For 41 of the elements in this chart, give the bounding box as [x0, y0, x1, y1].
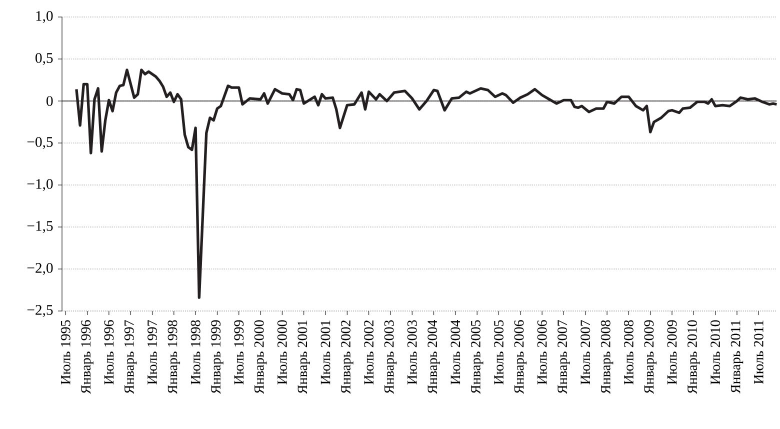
y-tick-label: −0,5 [27, 137, 53, 150]
y-tick-label: −2,0 [27, 263, 53, 276]
x-tick-label: Июль 2004 [450, 320, 460, 384]
x-tick-label: Январь 2006 [514, 320, 527, 394]
x-tick-label: Январь 1996 [81, 320, 94, 394]
y-tick-label: −1,0 [27, 179, 53, 192]
x-tick-label: Июль 2011 [754, 320, 764, 384]
x-tick-label: Июль 2002 [364, 320, 374, 384]
y-tick-label: 0,5 [36, 53, 53, 66]
x-tick-label: Январь 1999 [211, 320, 224, 394]
x-tick-label: Январь 2000 [254, 320, 267, 394]
y-tick-label: 1,0 [36, 11, 53, 24]
x-tick-label: Январь 2001 [298, 320, 310, 394]
x-tick-label: Январь 2005 [470, 320, 484, 394]
x-tick-label: Июль 1999 [234, 320, 244, 384]
x-tick-label: Январь 2002 [341, 320, 354, 394]
x-tick-label: Январь 2003 [384, 320, 397, 394]
x-tick-label: Июль 2000 [277, 320, 287, 384]
y-tick-label: −2,5 [27, 305, 53, 317]
x-tick-label: Июль 1996 [104, 320, 114, 384]
x-tick-label: Июль 1998 [190, 320, 200, 384]
x-tick-label: Июль 2003 [407, 320, 417, 384]
x-tick-label: Январь 2007 [558, 320, 570, 394]
x-tick-label: Июль 2001 [320, 320, 330, 384]
x-tick-label: Январь 2004 [428, 320, 440, 394]
y-tick-label: 0 [46, 96, 53, 106]
x-tick-label: Июль 2006 [537, 320, 547, 384]
x-tick-label: Июль 2010 [710, 320, 720, 384]
x-tick-label: Январь 2008 [600, 320, 614, 394]
x-tick-label: Июль 2007 [580, 320, 590, 384]
x-tick-label: Январь 2011 [730, 320, 744, 394]
x-tick-label: Январь 2009 [644, 320, 656, 394]
x-tick-label: Январь 1997 [124, 320, 137, 394]
x-tick-label: Июль 1995 [60, 320, 70, 384]
x-tick-label: Июль 2008 [624, 320, 634, 384]
x-tick-label: Январь 1998 [168, 320, 180, 394]
y-tick-label: −1,5 [27, 221, 53, 233]
x-tick-label: Июль 1997 [148, 320, 157, 384]
x-tick-label: Июль 2009 [667, 320, 677, 384]
x-tick-label: Июль 2005 [494, 320, 504, 384]
x-tick-label: Январь 2010 [688, 320, 700, 394]
